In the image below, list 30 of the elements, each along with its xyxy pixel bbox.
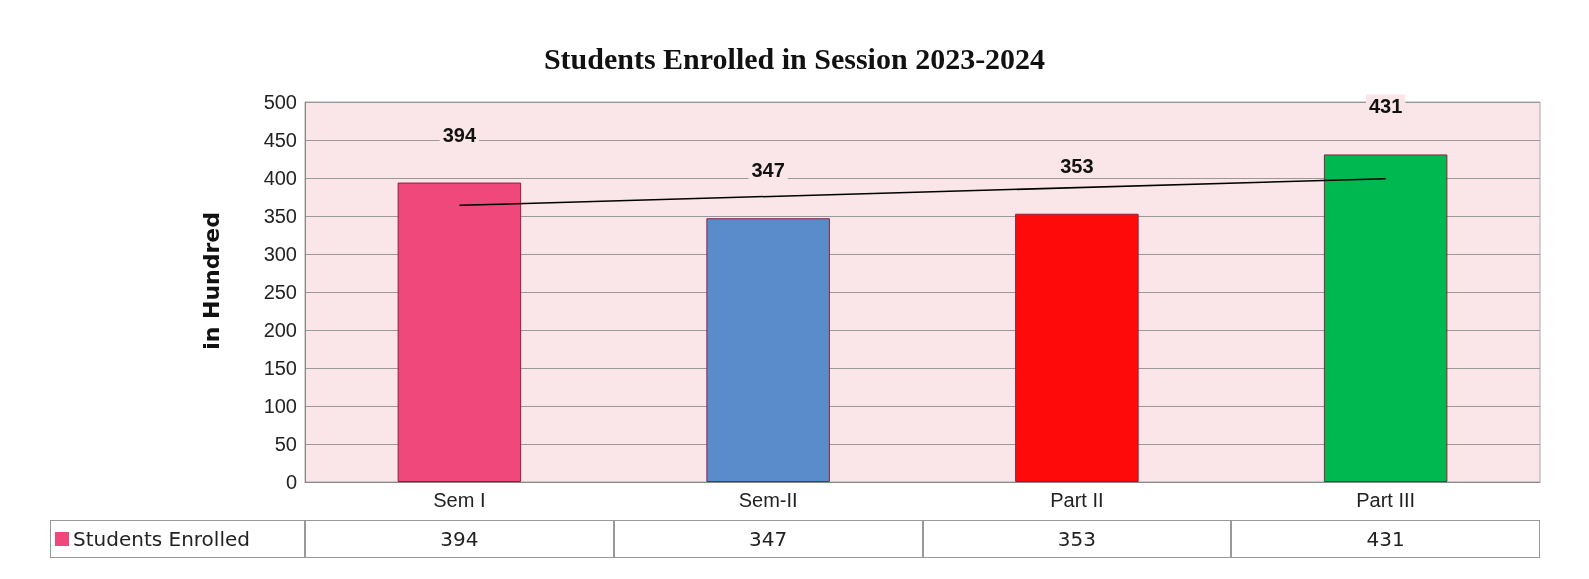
y-tick-label: 350 bbox=[263, 205, 297, 227]
text: 347 bbox=[751, 159, 785, 182]
y-tick-label: 500 bbox=[263, 91, 297, 113]
text: 353 bbox=[1060, 154, 1094, 177]
y-tick-label: 0 bbox=[285, 471, 297, 493]
legend-label: Students Enrolled bbox=[73, 527, 250, 551]
y-tick-label: 150 bbox=[263, 357, 297, 379]
y-tick-label: 250 bbox=[263, 281, 297, 303]
text: 394 bbox=[442, 123, 477, 146]
y-tick-label: 100 bbox=[263, 395, 297, 417]
data-label: 394 bbox=[305, 520, 614, 558]
x-tick-label: Part II bbox=[1050, 489, 1104, 511]
bar bbox=[1015, 213, 1139, 482]
x-tick-label: Part III bbox=[1356, 489, 1416, 511]
data-label: 347 bbox=[613, 520, 923, 558]
y-tick-label: 300 bbox=[263, 243, 297, 265]
chart-title: Students Enrolled in Session 2023-2024 bbox=[543, 41, 1046, 75]
text: 431 bbox=[1368, 95, 1403, 118]
bar bbox=[1323, 154, 1448, 482]
y-tick-label: 450 bbox=[263, 129, 297, 151]
y-tick-label: 50 bbox=[274, 433, 297, 455]
x-tick-label: Sem-II bbox=[738, 489, 798, 511]
y-tick-label: 400 bbox=[263, 167, 297, 189]
bar bbox=[397, 182, 522, 482]
y-axis-title: in Hundred bbox=[198, 211, 224, 350]
y-tick-label: 200 bbox=[263, 319, 297, 341]
bar bbox=[706, 218, 830, 482]
data-label: 353 bbox=[922, 520, 1232, 558]
data-label: 431 bbox=[1231, 520, 1540, 558]
x-tick-label: Sem I bbox=[433, 489, 486, 511]
